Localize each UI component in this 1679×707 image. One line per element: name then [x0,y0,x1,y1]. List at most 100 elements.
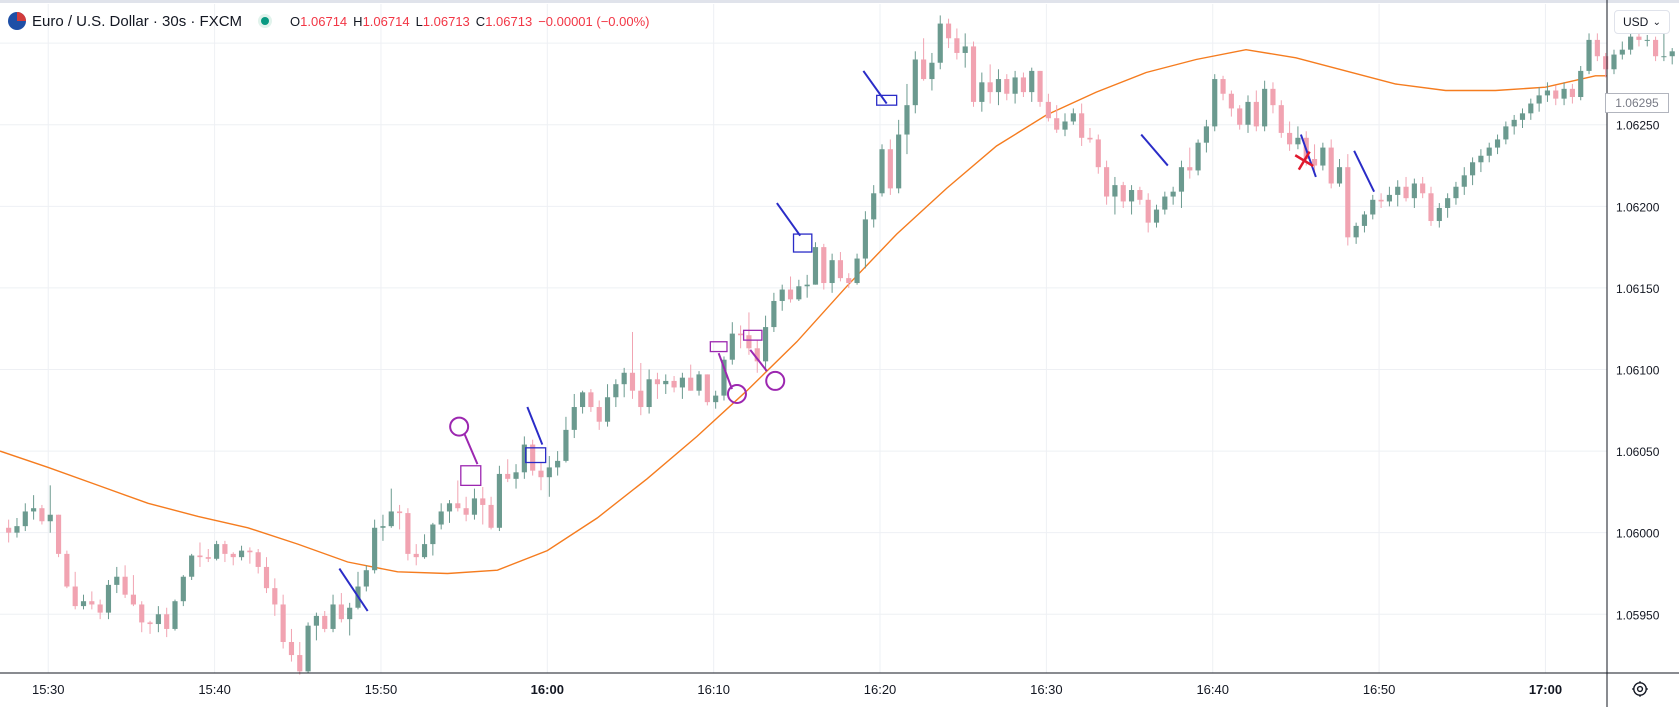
candle-body [1428,193,1434,222]
candle-body [588,392,594,408]
trend-line [526,406,544,445]
candle-body [679,377,685,388]
marker-box [742,329,763,341]
candle-body [729,333,735,360]
candle-body [114,576,120,585]
candle-body [1661,56,1667,58]
candle-body [1536,95,1542,104]
candle-body [505,473,511,479]
candle-body [31,508,37,512]
candle-body [1245,101,1251,125]
price-change: −0.00001 (−0.00%) [538,13,650,29]
close-value: 1.06713 [485,13,533,29]
high-value: 1.06714 [362,13,410,29]
candle-body [1095,139,1101,168]
moving-average-line [0,48,1607,575]
currency-selector[interactable]: USD ⌄ [1614,10,1670,34]
chevron-down-icon: ⌄ [1652,16,1661,28]
candle-body [197,555,203,558]
candle-body [480,498,486,505]
grid [0,4,1607,673]
candle-body [1328,147,1334,184]
candle-body [97,604,103,613]
candle-body [347,607,353,620]
candle-body [1370,199,1376,215]
candle-body [205,557,211,559]
candle-body [372,527,378,571]
price-tick-label: 1.05950 [1616,608,1660,622]
candle-body [896,134,902,189]
candle-body [1228,93,1234,109]
candle-body [180,576,186,602]
candle-body [804,284,810,287]
candle-body [1470,162,1476,176]
time-tick-label: 15:40 [198,682,231,697]
candle-body [1511,119,1517,127]
candle-body [1203,126,1209,143]
candle-body [762,327,769,362]
candle-body [1162,196,1168,210]
candle-body [1037,70,1043,102]
time-tick-label: 16:00 [531,682,564,697]
candle-body [912,59,918,106]
candle-body [1153,209,1160,223]
low-value: 1.06713 [422,13,470,29]
candle-body [47,514,53,522]
trend-line [1353,150,1375,193]
candle-body [1436,207,1442,222]
candle-body [513,472,519,479]
candle-body [646,379,652,408]
candle-body [654,379,661,385]
candle-body [1212,79,1218,127]
candle-body [1045,101,1051,119]
candle-body [6,527,12,533]
candle-body [380,526,386,528]
low-label: L [415,13,423,29]
candle-body [530,444,536,471]
candle-body [1295,137,1301,145]
candle-body [1386,194,1392,202]
candle-body [629,372,636,391]
candle-body [105,584,112,613]
candle-body [1636,36,1642,40]
candle-body [580,392,586,408]
time-tick-label: 16:40 [1196,682,1229,697]
candle-body [139,604,145,623]
candle-body [247,550,253,553]
candle-body [571,407,577,430]
candle-body [771,300,777,328]
candle-body [1594,39,1600,57]
candle-body [471,498,478,515]
settings-icon[interactable] [1629,678,1651,700]
candle-body [446,503,453,512]
candle-body [1395,186,1401,195]
candle-body [1120,185,1126,202]
candle-body [846,278,852,284]
candle-body [189,555,195,577]
candle-body [22,511,28,527]
candle-body [596,407,602,422]
candle-body [754,348,760,362]
moving-average [0,48,1607,575]
candle-body [1029,70,1035,93]
price-tick-label: 1.06000 [1616,527,1660,541]
symbol-title[interactable]: Euro / U.S. Dollar · 30s · FXCM [32,12,243,30]
candle-body [1253,101,1259,127]
candle-body [438,511,444,525]
candle-body [713,395,719,403]
time-tick-label: 17:00 [1529,682,1562,697]
ohlc-low: L1.06713 [416,14,470,29]
candle-body [122,576,128,595]
candle-body [147,622,153,625]
candle-body [621,372,627,385]
candle-body [1004,79,1010,94]
candle-body [155,614,161,625]
candle-body [89,601,95,605]
candle-body [1544,90,1551,96]
high-label: H [353,13,363,29]
candle-body [954,38,960,53]
candle-body [837,260,844,279]
candle-body [921,59,927,80]
